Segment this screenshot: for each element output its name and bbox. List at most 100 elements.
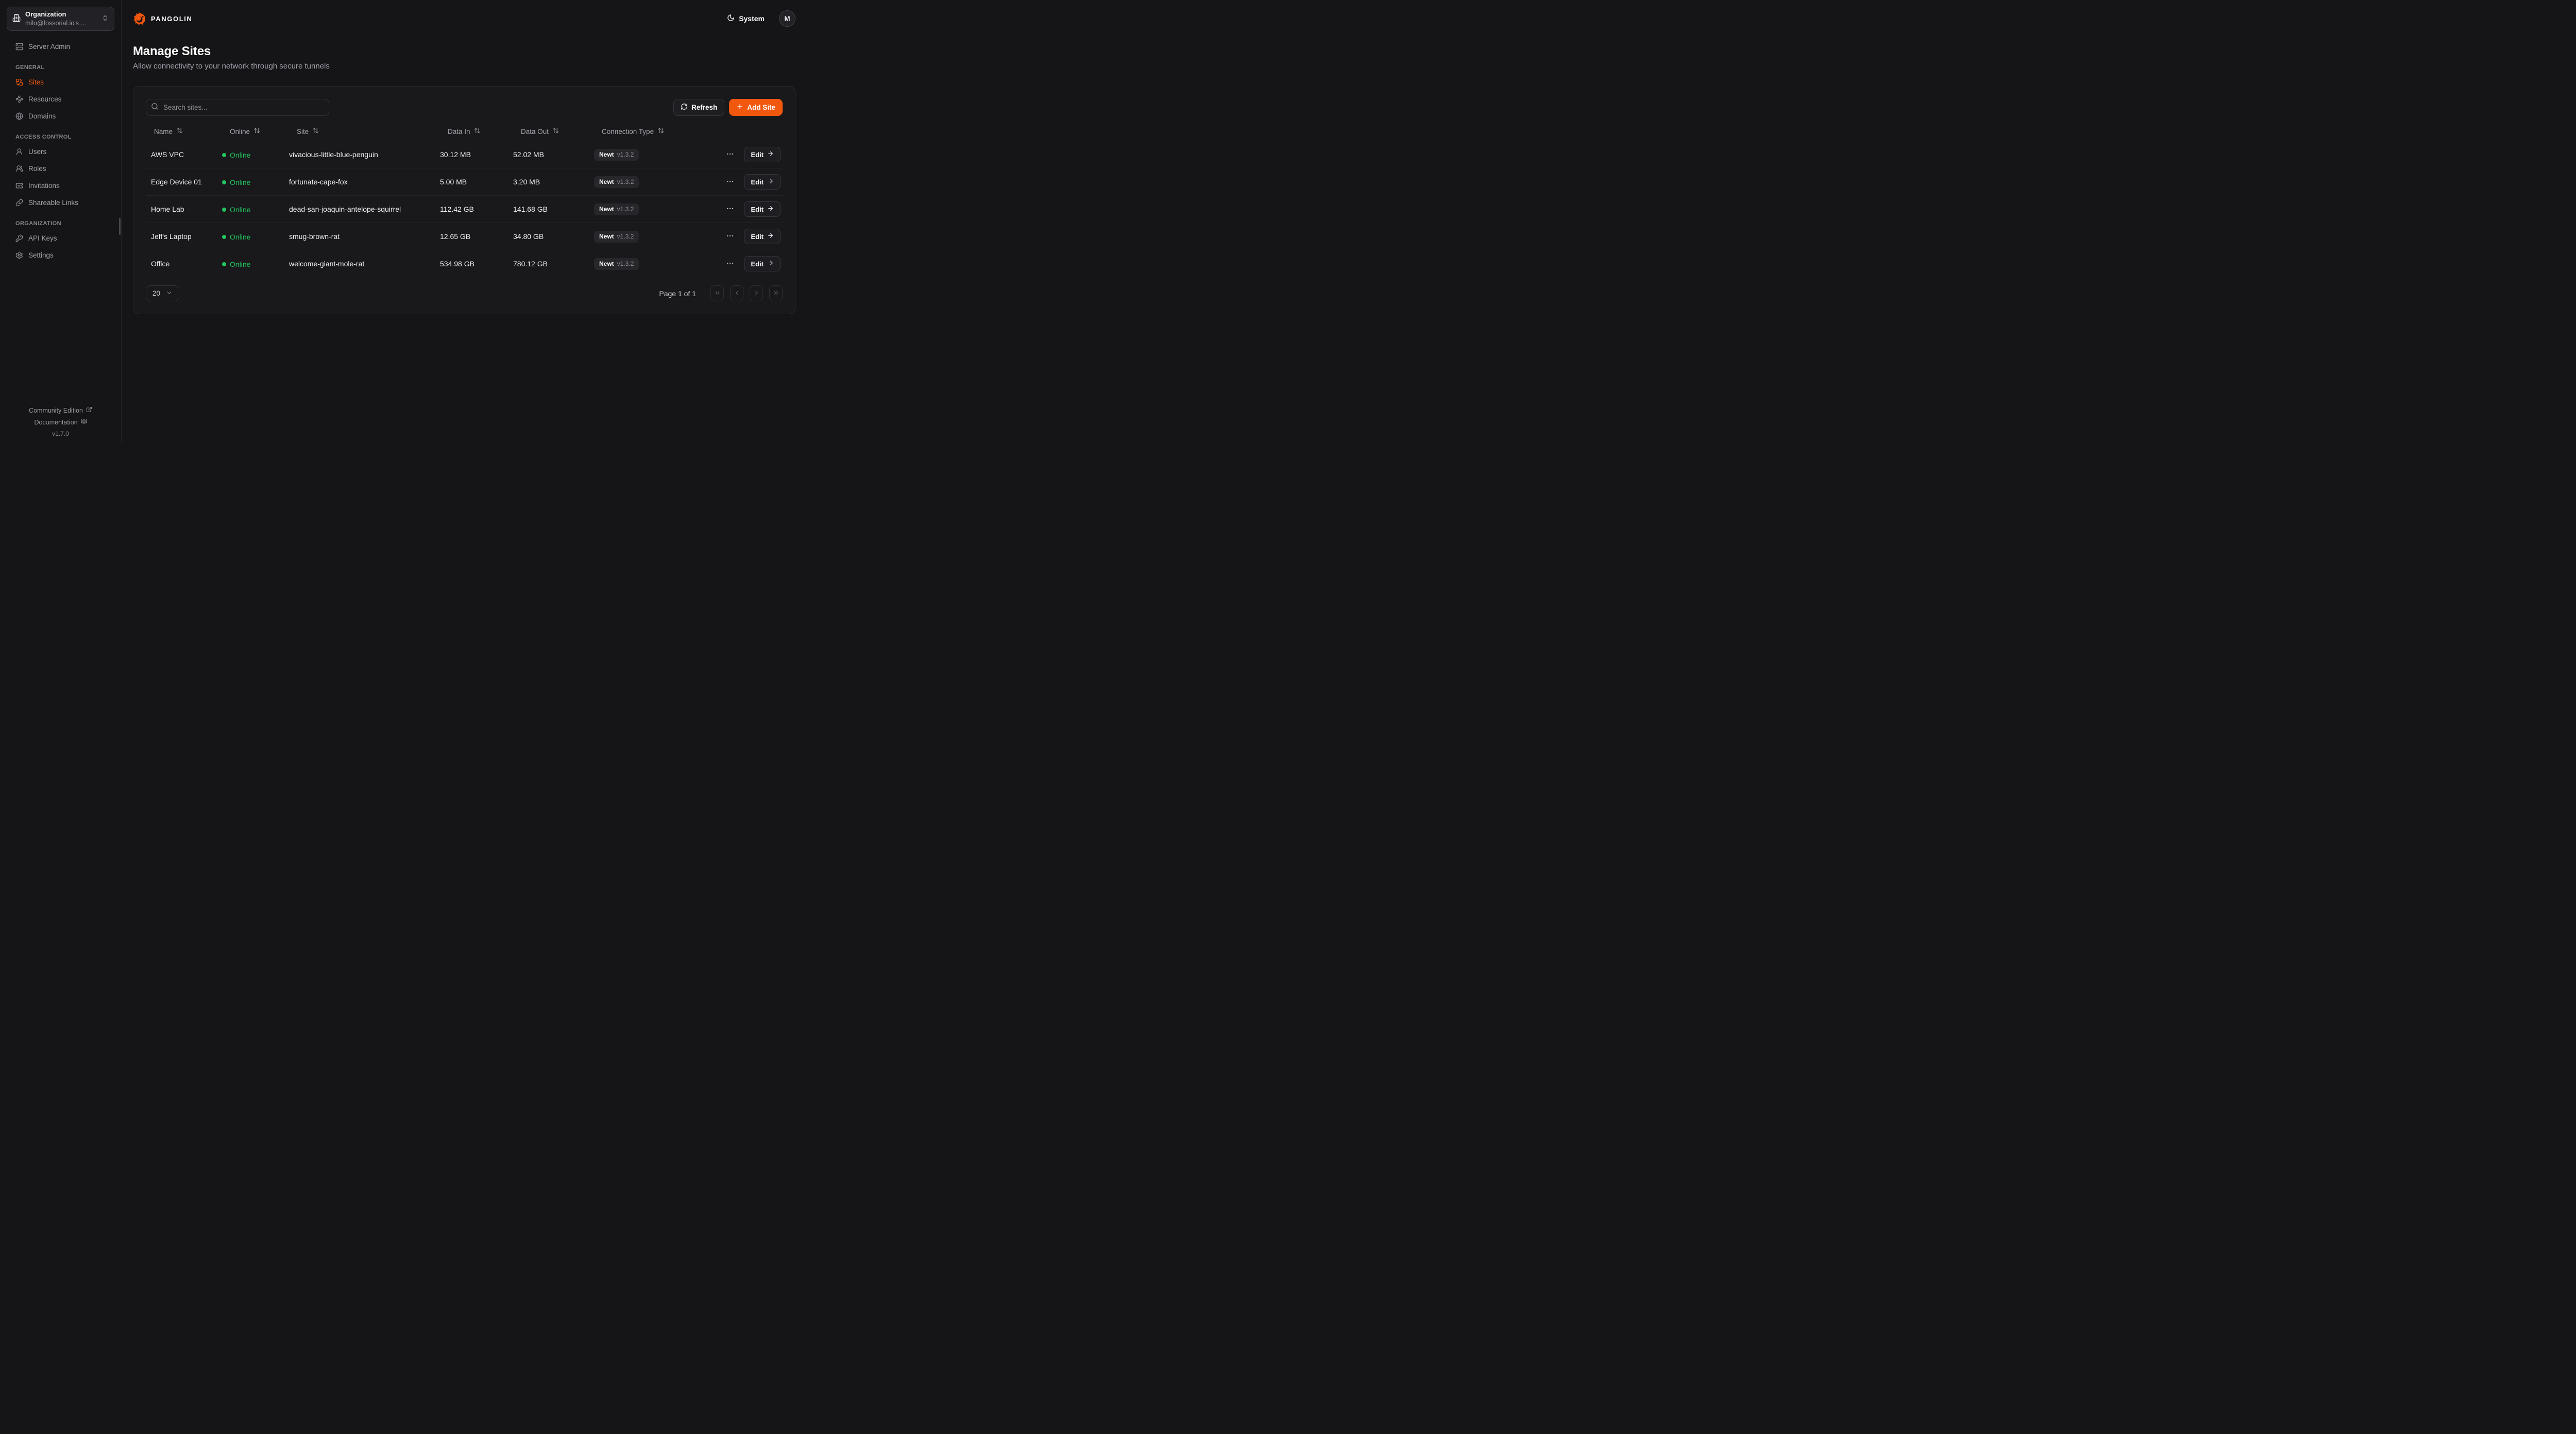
- column-header-connection-type[interactable]: Connection Type: [594, 127, 723, 135]
- theme-toggle-label: System: [739, 14, 765, 23]
- chevron-left-icon: [734, 289, 740, 298]
- sidebar-scrollbar[interactable]: [119, 218, 121, 235]
- sidebar-item-sites[interactable]: Sites: [7, 77, 114, 88]
- status-badge: Online: [222, 260, 250, 268]
- arrow-up-down-icon: [176, 127, 183, 135]
- arrow-up-down-icon: [474, 127, 481, 135]
- previous-page-button[interactable]: [730, 285, 743, 301]
- site-slug: smug-brown-rat: [289, 232, 340, 241]
- edit-button-label: Edit: [751, 178, 764, 186]
- brand-logo-link[interactable]: PANGOLIN: [133, 12, 192, 26]
- documentation-label: Documentation: [34, 418, 78, 426]
- edit-button-label: Edit: [751, 205, 764, 213]
- site-slug: dead-san-joaquin-antelope-squirrel: [289, 205, 401, 213]
- column-header-data-in[interactable]: Data In: [440, 127, 513, 135]
- data-out: 780.12 GB: [513, 260, 548, 268]
- top-bar: PANGOLIN System M: [133, 0, 795, 37]
- edit-button[interactable]: Edit: [744, 174, 781, 190]
- server-icon: [15, 43, 23, 50]
- community-edition-link[interactable]: Community Edition: [29, 406, 92, 414]
- online-dot-icon: [222, 152, 226, 157]
- data-in: 5.00 MB: [440, 178, 467, 186]
- page-size-value: 20: [152, 289, 161, 297]
- row-menu-button[interactable]: [724, 176, 736, 189]
- section-label-access-control: ACCESS CONTROL: [15, 134, 72, 141]
- column-header-site[interactable]: Site: [289, 127, 440, 135]
- site-slug: welcome-giant-mole-rat: [289, 260, 365, 268]
- search-input[interactable]: [146, 99, 329, 116]
- waypoints-icon: [15, 95, 23, 103]
- add-site-button-label: Add Site: [747, 104, 775, 111]
- page-size-select[interactable]: 20: [146, 285, 180, 301]
- theme-toggle[interactable]: System: [724, 13, 768, 24]
- row-menu-button[interactable]: [724, 203, 736, 216]
- connection-type-badge: Newt v1.3.2: [594, 203, 639, 215]
- table-row: Jeff's Laptop Online smug-brown-rat 12.6…: [146, 223, 783, 250]
- combine-icon: [15, 78, 23, 86]
- app-version: v1.7.0: [52, 430, 69, 437]
- sidebar-nav: Server Admin GENERAL Sites Resources Dom: [7, 41, 114, 267]
- documentation-link[interactable]: Documentation: [34, 418, 87, 426]
- first-page-button[interactable]: [710, 285, 724, 301]
- edit-button[interactable]: Edit: [744, 201, 781, 217]
- next-page-button[interactable]: [750, 285, 763, 301]
- last-page-button[interactable]: [769, 285, 783, 301]
- sidebar-item-invitations[interactable]: Invitations: [7, 180, 114, 191]
- chevrons-up-down-icon: [101, 14, 109, 23]
- connection-type-badge: Newt v1.3.2: [594, 176, 639, 188]
- sidebar-item-server-admin[interactable]: Server Admin: [7, 41, 114, 52]
- data-in: 112.42 GB: [440, 205, 474, 213]
- column-header-online[interactable]: Online: [222, 127, 289, 135]
- edit-button[interactable]: Edit: [744, 147, 781, 162]
- status-label: Online: [230, 232, 251, 241]
- org-switcher-value: milo@fossorial.io's ...: [25, 19, 86, 27]
- brand-name: PANGOLIN: [151, 14, 193, 23]
- online-dot-icon: [222, 262, 226, 266]
- sidebar-item-label: Domains: [28, 112, 56, 121]
- row-menu-button[interactable]: [724, 148, 736, 161]
- connection-type-badge: Newt v1.3.2: [594, 258, 639, 270]
- edit-button-label: Edit: [751, 260, 764, 268]
- data-out: 3.20 MB: [513, 178, 540, 186]
- sidebar-item-resources[interactable]: Resources: [7, 94, 114, 105]
- community-edition-label: Community Edition: [29, 406, 83, 414]
- site-slug: fortunate-cape-fox: [289, 178, 348, 186]
- avatar-initial: M: [784, 14, 790, 23]
- search-icon: [151, 103, 159, 113]
- sidebar-item-api-keys[interactable]: API Keys: [7, 233, 114, 244]
- column-header-data-out[interactable]: Data Out: [513, 127, 594, 135]
- refresh-button[interactable]: Refresh: [673, 99, 725, 116]
- ellipsis-icon: [726, 204, 734, 214]
- status-badge: Online: [222, 233, 250, 241]
- connection-type: Newt: [599, 233, 614, 240]
- arrow-right-icon: [767, 232, 774, 241]
- status-badge: Online: [222, 206, 250, 214]
- user-icon: [15, 148, 23, 156]
- row-menu-button[interactable]: [724, 230, 736, 243]
- connection-version: v1.3.2: [617, 206, 634, 213]
- sidebar-item-settings[interactable]: Settings: [7, 250, 114, 261]
- sidebar-item-shareable-links[interactable]: Shareable Links: [7, 197, 114, 208]
- row-menu-button[interactable]: [724, 258, 736, 270]
- column-header-name[interactable]: Name: [146, 127, 222, 135]
- site-name: Office: [151, 260, 170, 268]
- sidebar-item-roles[interactable]: Roles: [7, 163, 114, 174]
- sites-toolbar: Refresh Add Site: [146, 99, 783, 116]
- sidebar-item-label: API Keys: [28, 234, 57, 243]
- user-avatar[interactable]: M: [779, 10, 795, 27]
- table-row: Office Online welcome-giant-mole-rat 534…: [146, 250, 783, 277]
- org-switcher[interactable]: Organization milo@fossorial.io's ...: [7, 7, 114, 31]
- connection-version: v1.3.2: [617, 233, 634, 240]
- connection-version: v1.3.2: [617, 260, 634, 267]
- sidebar-item-label: Settings: [28, 251, 54, 260]
- sidebar-item-domains[interactable]: Domains: [7, 111, 114, 122]
- org-switcher-title: Organization: [25, 10, 66, 18]
- edit-button[interactable]: Edit: [744, 256, 781, 271]
- sidebar-item-users[interactable]: Users: [7, 146, 114, 157]
- data-out: 52.02 MB: [513, 150, 544, 159]
- edit-button[interactable]: Edit: [744, 229, 781, 244]
- add-site-button[interactable]: Add Site: [729, 99, 783, 116]
- sidebar-item-label: Roles: [28, 165, 46, 173]
- ticket-check-icon: [15, 182, 23, 190]
- section-label-general: GENERAL: [15, 64, 45, 71]
